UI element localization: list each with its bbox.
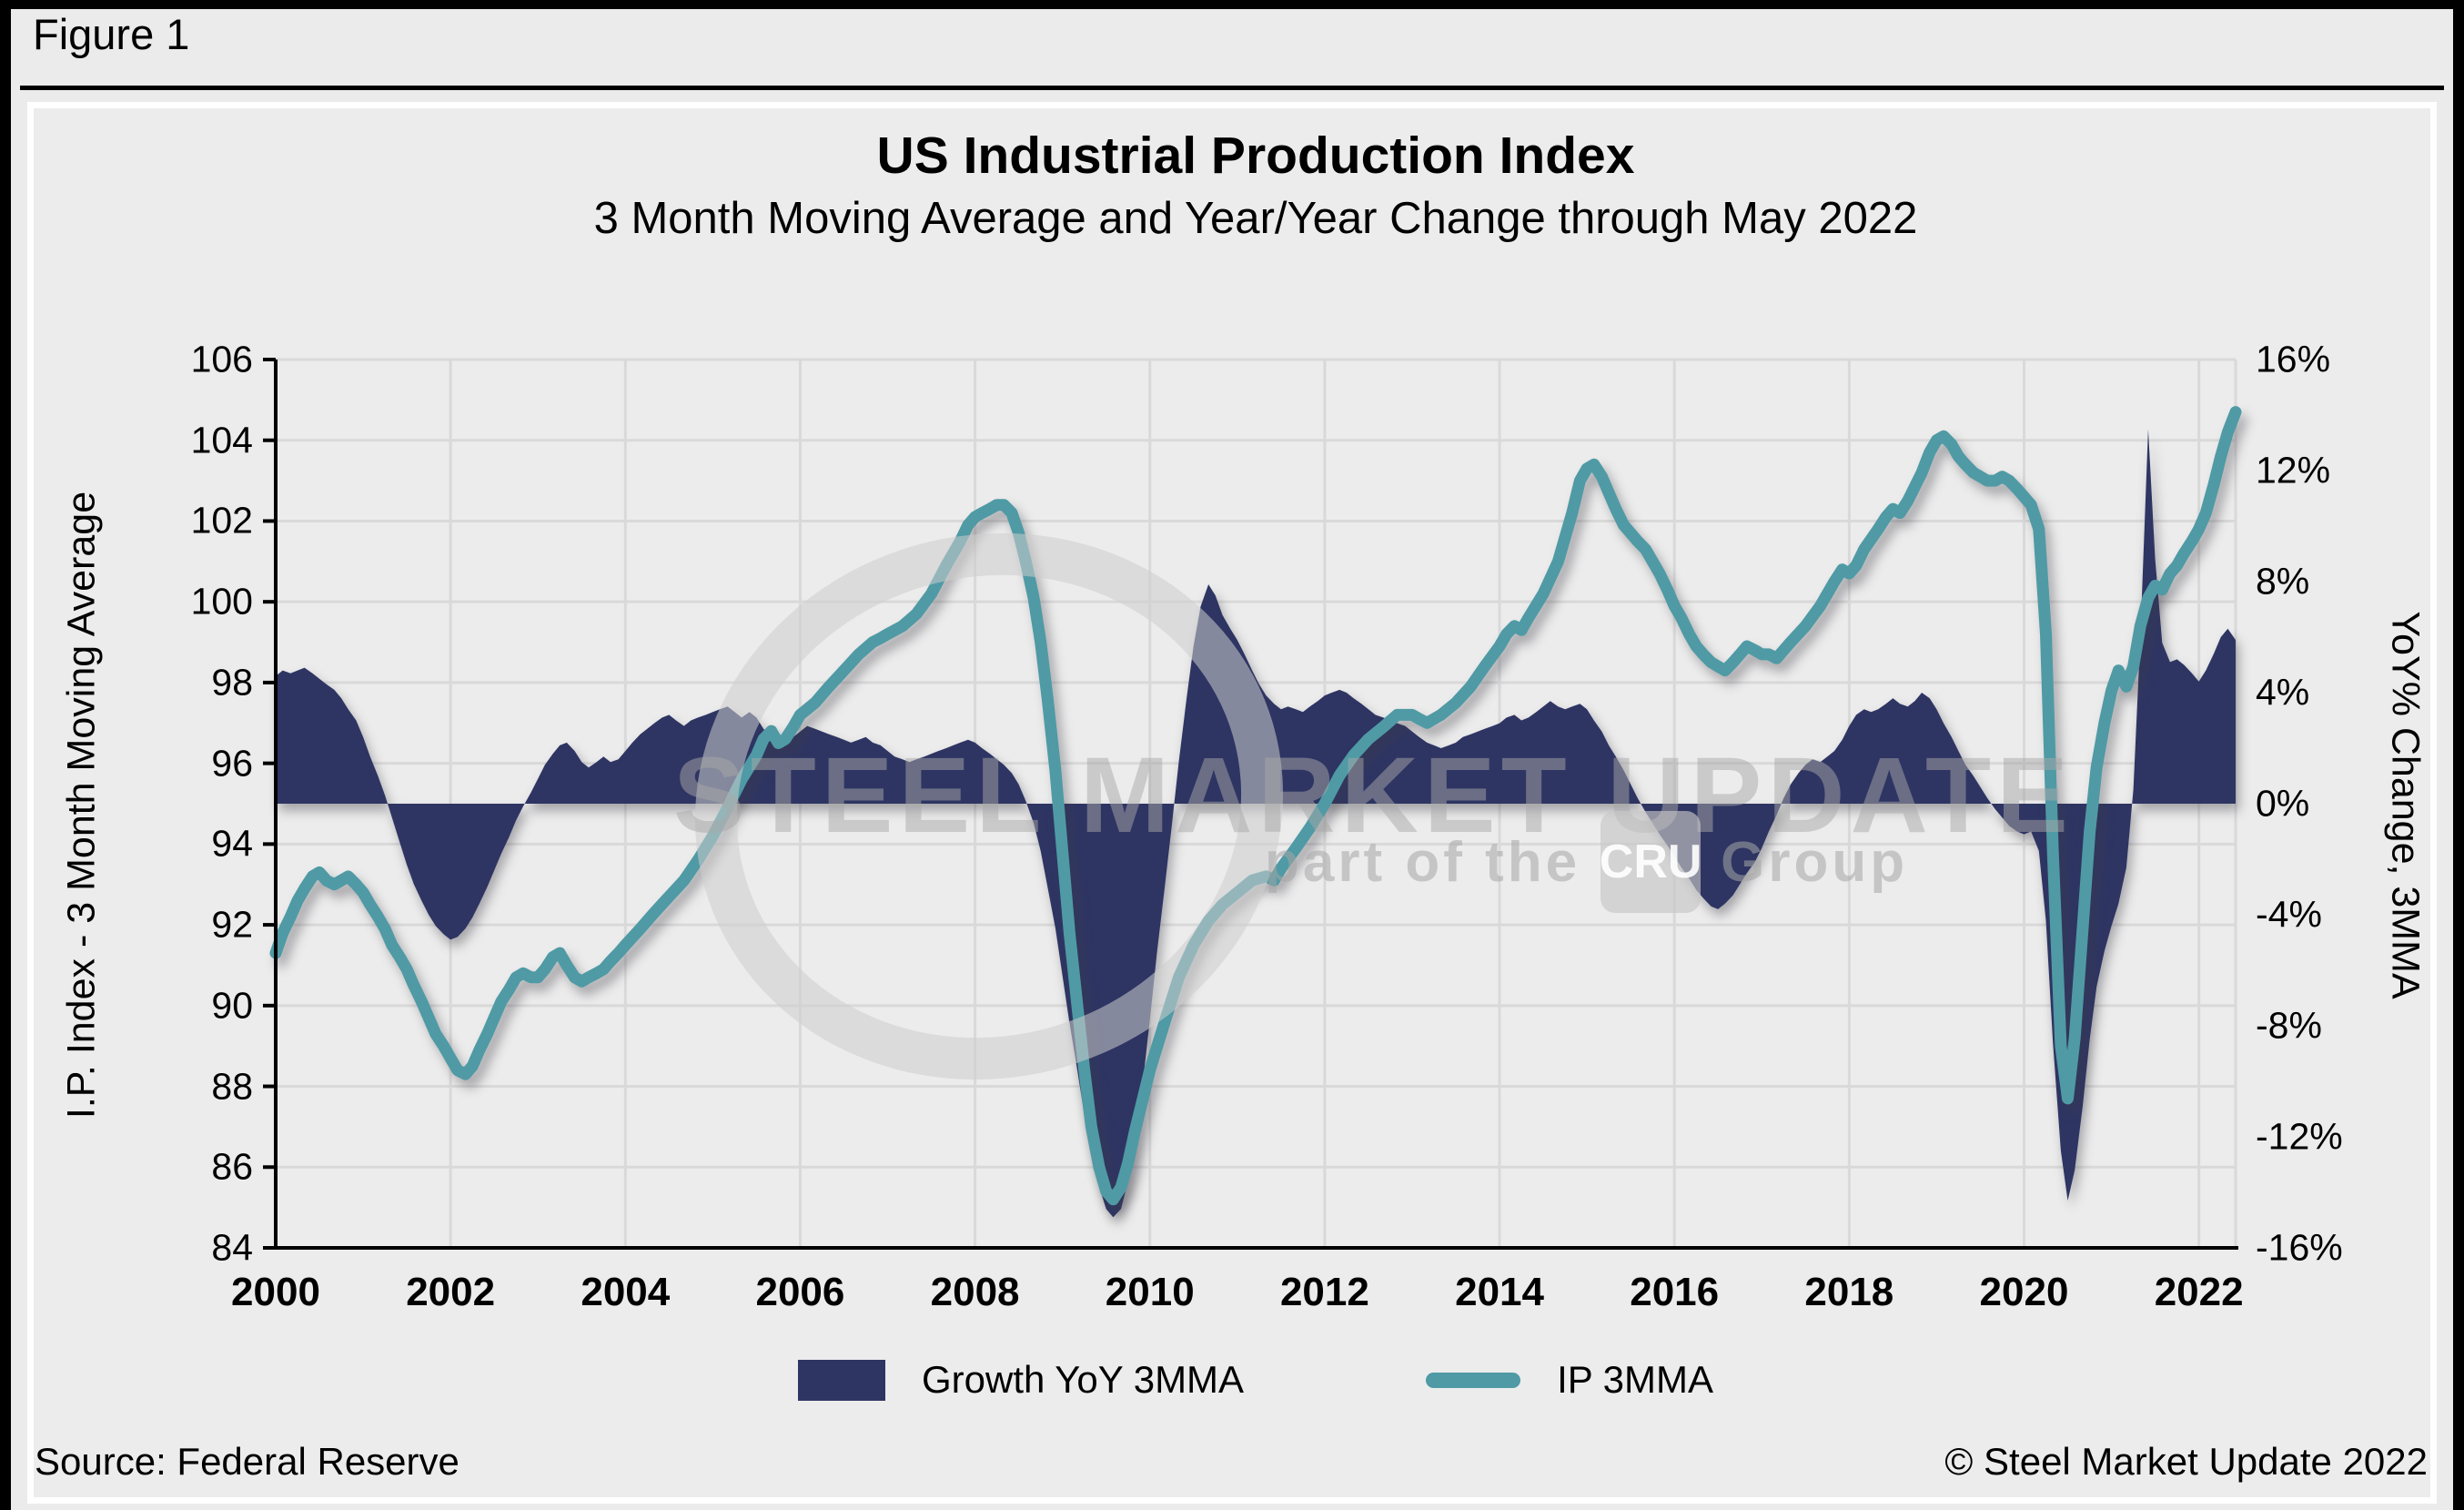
header-divider — [20, 86, 2444, 90]
legend-label-growth-yoy: Growth YoY 3MMA — [921, 1358, 1245, 1401]
x-axis-tick-label: 2020 — [1979, 1270, 2069, 1314]
ip-3mma-line-series — [269, 406, 2242, 1206]
x-axis-tick-label: 2004 — [581, 1270, 671, 1314]
y-left-tick-label: 96 — [211, 742, 253, 785]
copyright-note: © Steel Market Update 2022 — [1944, 1440, 2428, 1483]
y-left-tick-label: 106 — [190, 338, 253, 380]
y-left-tick-label: 94 — [211, 822, 253, 865]
y-left-tick-label: 104 — [190, 419, 253, 461]
x-axis-tick-label: 2014 — [1455, 1270, 1544, 1314]
y-right-tick-label: -8% — [2256, 1004, 2322, 1047]
x-axis-tick-label: 2002 — [406, 1270, 496, 1314]
footer-row: Source: Federal Reserve © Steel Market U… — [35, 1440, 2428, 1484]
y-right-tick-label: 4% — [2256, 671, 2310, 714]
x-axis-tick-label: 2008 — [930, 1270, 1020, 1314]
chart-subtitle: 3 Month Moving Average and Year/Year Cha… — [593, 194, 1918, 243]
chart-plot-svg — [263, 358, 2242, 1250]
chart-title: US Industrial Production Index — [876, 127, 1635, 185]
figure-label: Figure 1 — [33, 10, 190, 58]
x-axis-tick-label: 2006 — [755, 1270, 845, 1314]
x-axis-tick-label: 2018 — [1804, 1270, 1894, 1314]
x-axis-tick-label: 2022 — [2154, 1270, 2244, 1314]
legend-label-ip: IP 3MMA — [1557, 1358, 1713, 1401]
y-left-tick-label: 90 — [211, 984, 253, 1027]
x-axis-tick-label: 2016 — [1630, 1270, 1720, 1314]
y-left-tick-label: 100 — [190, 580, 253, 623]
cru-logo-icon: CRU — [1600, 811, 1702, 913]
x-axis-tick-label: 2012 — [1279, 1270, 1369, 1314]
y-axis-title-left: I.P. Index - 3 Month Moving Average — [59, 491, 104, 1120]
watermark-text: STEEL MARKET UPDATE — [673, 735, 2074, 856]
legend-swatch-ip — [1426, 1372, 1521, 1388]
y-right-tick-label: -4% — [2256, 893, 2322, 936]
y-left-tick-label: 86 — [211, 1145, 253, 1188]
x-axis-tick-label: 2000 — [231, 1270, 320, 1314]
y-right-tick-label: -16% — [2256, 1226, 2343, 1269]
watermark-group: Group — [1721, 830, 1909, 894]
y-right-tick-label: 0% — [2256, 782, 2310, 825]
watermark-part-of-the: part of the — [1265, 830, 1581, 894]
legend-swatch-growth-yoy — [797, 1359, 885, 1401]
y-right-tick-label: 12% — [2256, 449, 2331, 492]
source-note: Source: Federal Reserve — [35, 1440, 459, 1483]
y-left-tick-label: 84 — [211, 1226, 253, 1269]
chart-legend: Growth YoY 3MMA IP 3MMA — [276, 1358, 2236, 1402]
y-left-tick-label: 92 — [211, 903, 253, 946]
y-right-tick-label: 8% — [2256, 560, 2310, 603]
y-right-tick-label: 16% — [2256, 338, 2331, 380]
y-left-tick-label: 98 — [211, 661, 253, 704]
y-right-tick-label: -12% — [2256, 1115, 2343, 1158]
y-left-tick-label: 88 — [211, 1065, 253, 1108]
watermark-subtext: part of the CRU Group — [1265, 808, 1908, 916]
y-left-tick-label: 102 — [190, 499, 253, 542]
x-axis-tick-label: 2010 — [1105, 1270, 1195, 1314]
